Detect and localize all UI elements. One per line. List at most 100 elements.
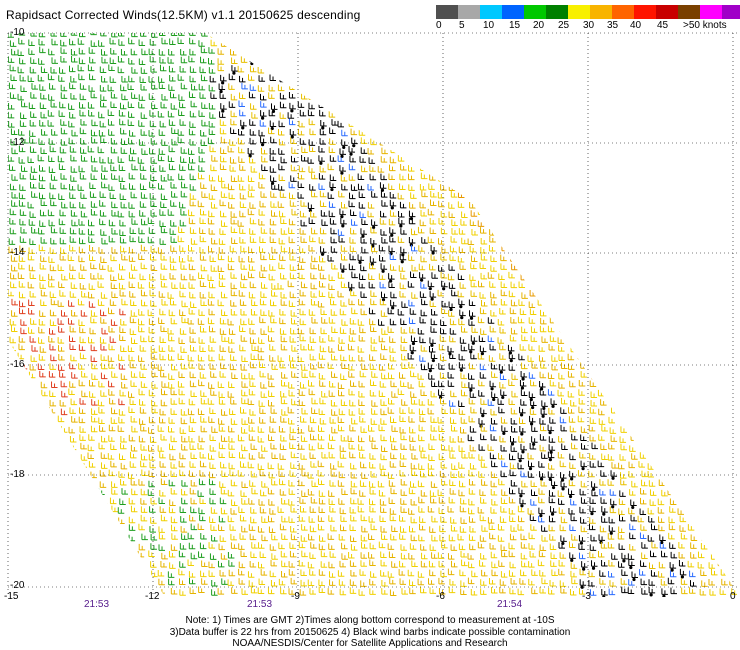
wind-barb bbox=[118, 363, 126, 370]
wind-barb bbox=[669, 562, 677, 569]
wind-barb bbox=[389, 227, 396, 234]
wind-barb bbox=[461, 559, 468, 567]
wind-barb bbox=[279, 523, 287, 531]
wind-barb bbox=[720, 424, 728, 432]
wind-barb bbox=[508, 496, 516, 504]
wind-barb bbox=[80, 542, 88, 550]
wind-barb bbox=[611, 407, 618, 414]
wind-barb bbox=[610, 343, 618, 351]
wind-barb bbox=[488, 84, 495, 91]
wind-barb bbox=[569, 524, 576, 531]
wind-barb bbox=[400, 327, 408, 334]
wind-barb bbox=[231, 65, 238, 72]
wind-barb bbox=[527, 210, 535, 218]
wind-barb bbox=[449, 400, 456, 407]
wind-barb bbox=[67, 541, 75, 549]
wind-barb bbox=[540, 83, 548, 90]
wind-barb bbox=[17, 66, 25, 74]
wind-barb bbox=[470, 352, 477, 360]
wind-barb bbox=[310, 461, 317, 468]
wind-barb bbox=[298, 541, 306, 549]
wind-barb bbox=[200, 46, 208, 54]
wind-barb bbox=[298, 560, 306, 567]
wind-barb bbox=[697, 109, 705, 117]
wind-barb bbox=[598, 55, 605, 63]
wind-barb bbox=[31, 345, 38, 352]
wind-barb bbox=[239, 299, 247, 306]
wind-barb bbox=[420, 470, 427, 478]
wind-barb bbox=[429, 119, 436, 126]
wind-barb bbox=[167, 57, 175, 64]
wind-barb bbox=[300, 569, 307, 577]
wind-barb bbox=[677, 56, 685, 64]
wind-barb bbox=[28, 480, 35, 487]
wind-barb bbox=[271, 290, 278, 297]
wind-barb bbox=[150, 264, 158, 271]
wind-barb bbox=[507, 210, 515, 218]
wind-barb bbox=[349, 424, 356, 432]
wind-barb bbox=[509, 469, 517, 477]
wind-barb bbox=[298, 120, 306, 128]
wind-barb bbox=[57, 155, 65, 163]
wind-barb bbox=[78, 344, 86, 351]
wind-barb bbox=[301, 524, 308, 531]
wind-barb bbox=[629, 370, 636, 378]
wind-barb bbox=[50, 417, 58, 424]
wind-barb bbox=[109, 192, 117, 200]
wind-barb bbox=[59, 586, 66, 594]
wind-barb bbox=[151, 399, 158, 407]
wind-barb bbox=[360, 426, 367, 433]
wind-barb bbox=[250, 166, 258, 173]
wind-barb bbox=[219, 163, 227, 171]
wind-barb bbox=[618, 514, 626, 522]
wind-barb bbox=[669, 453, 676, 460]
wind-barb bbox=[660, 228, 667, 235]
wind-barb bbox=[18, 524, 26, 532]
wind-barb bbox=[531, 489, 538, 496]
wind-barb bbox=[569, 462, 576, 469]
wind-barb bbox=[368, 120, 375, 127]
wind-barb bbox=[317, 470, 325, 477]
wind-barb bbox=[650, 119, 657, 126]
wind-barb bbox=[479, 372, 487, 379]
wind-barb bbox=[450, 471, 457, 479]
wind-barb bbox=[348, 409, 356, 416]
wind-barb bbox=[700, 327, 708, 335]
wind-barb bbox=[509, 587, 516, 595]
wind-barb bbox=[581, 237, 588, 244]
wind-barb bbox=[107, 453, 115, 460]
wind-barb bbox=[719, 84, 727, 92]
wind-barb bbox=[268, 109, 276, 117]
wind-barb bbox=[710, 352, 718, 360]
wind-barb bbox=[398, 569, 406, 576]
wind-barb bbox=[150, 174, 157, 182]
wind-barb bbox=[540, 408, 548, 415]
wind-barb bbox=[37, 507, 45, 515]
wind-barb bbox=[537, 265, 545, 272]
wind-barb bbox=[18, 291, 26, 299]
wind-barb bbox=[708, 83, 715, 90]
wind-barb bbox=[97, 146, 105, 154]
wind-barb bbox=[649, 226, 656, 234]
wind-barb bbox=[209, 434, 217, 441]
wind-barb bbox=[587, 83, 595, 90]
wind-barb bbox=[457, 435, 465, 443]
wind-barb bbox=[677, 129, 685, 136]
contamination-dot bbox=[469, 316, 474, 320]
wind-barb bbox=[338, 498, 345, 505]
wind-barb bbox=[271, 246, 278, 254]
wind-barb bbox=[288, 389, 296, 397]
wind-barb bbox=[319, 281, 326, 288]
contamination-dot bbox=[232, 71, 236, 75]
wind-barb bbox=[448, 33, 456, 38]
wind-barb bbox=[328, 274, 336, 281]
wind-barb bbox=[708, 451, 715, 459]
wind-barb bbox=[150, 165, 157, 173]
wind-barb bbox=[218, 418, 225, 425]
wind-barb bbox=[448, 56, 456, 63]
contamination-dot bbox=[261, 116, 265, 120]
wind-barb bbox=[491, 391, 498, 398]
wind-barb bbox=[160, 193, 168, 200]
wind-barb bbox=[367, 202, 375, 209]
wind-barb bbox=[228, 192, 236, 200]
